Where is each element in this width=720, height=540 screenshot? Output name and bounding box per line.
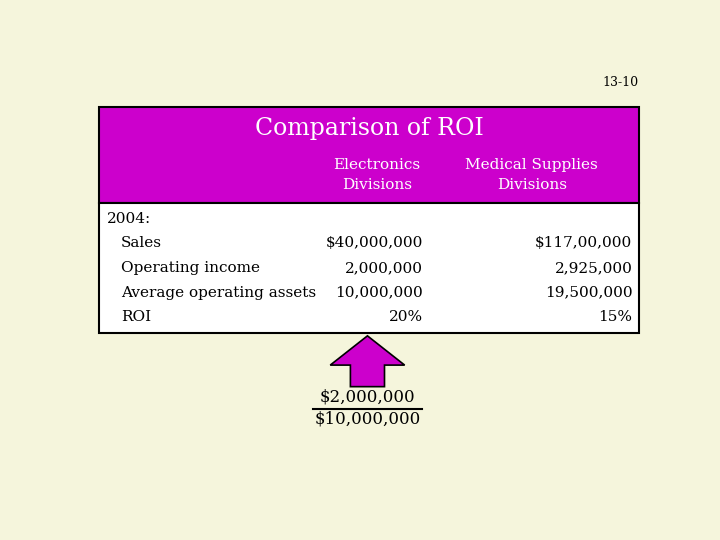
Text: 2004:: 2004: — [107, 212, 151, 226]
Text: $40,000,000: $40,000,000 — [326, 237, 423, 251]
Text: 10,000,000: 10,000,000 — [336, 286, 423, 300]
Text: 2,000,000: 2,000,000 — [346, 261, 423, 275]
Text: 20%: 20% — [389, 310, 423, 325]
Text: Comparison of ROI: Comparison of ROI — [255, 117, 483, 140]
Text: Operating income: Operating income — [121, 261, 260, 275]
Text: Electronics
Divisions: Electronics Divisions — [333, 158, 420, 192]
Text: 13-10: 13-10 — [603, 76, 639, 89]
Text: Medical Supplies
Divisions: Medical Supplies Divisions — [465, 158, 598, 192]
Bar — [99, 107, 639, 204]
Text: Sales: Sales — [121, 237, 162, 251]
Text: $10,000,000: $10,000,000 — [315, 410, 420, 428]
Text: Average operating assets: Average operating assets — [121, 286, 316, 300]
Text: 2,925,000: 2,925,000 — [554, 261, 632, 275]
Text: 15%: 15% — [598, 310, 632, 325]
Text: 19,500,000: 19,500,000 — [545, 286, 632, 300]
Bar — [99, 204, 639, 333]
Polygon shape — [330, 336, 405, 387]
Text: ROI: ROI — [121, 310, 151, 325]
Text: $2,000,000: $2,000,000 — [320, 389, 415, 406]
Text: $117,00,000: $117,00,000 — [535, 237, 632, 251]
